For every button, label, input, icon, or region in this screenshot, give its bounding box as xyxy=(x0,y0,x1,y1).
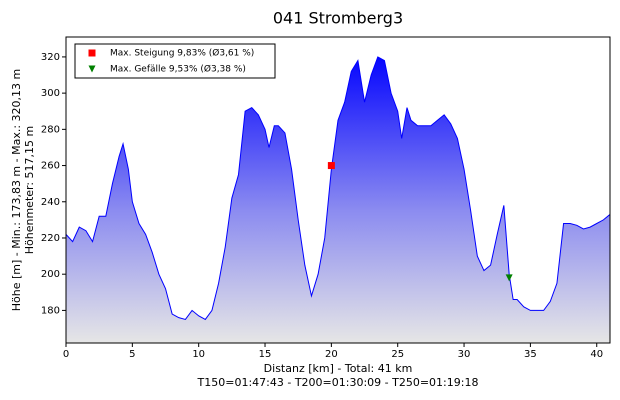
legend-symbol xyxy=(88,49,96,57)
profile-line xyxy=(65,56,611,321)
y-tick-label: 280 xyxy=(41,124,60,135)
x-tick-label: 35 xyxy=(524,349,537,360)
x-axis-sublabel: T150=01:47:43 - T200=01:30:09 - T250=01:… xyxy=(197,376,479,389)
y-tick-label: 320 xyxy=(41,52,60,63)
y-tick-label: 180 xyxy=(41,305,60,316)
legend-label: Max. Gefälle 9,53% (Ø3,38 %) xyxy=(110,64,246,75)
x-tick-label: 30 xyxy=(458,349,471,360)
area-fill xyxy=(66,56,610,344)
y-tick-label: 220 xyxy=(41,233,60,244)
x-tick-label: 5 xyxy=(129,349,135,360)
legend-label: Max. Steigung 9,83% (Ø3,61 %) xyxy=(110,48,254,59)
x-tick-label: 40 xyxy=(590,349,603,360)
y-tick-label: 300 xyxy=(41,88,60,99)
y-tick-label: 260 xyxy=(41,161,60,172)
y-tick-label: 240 xyxy=(41,197,60,208)
x-tick-label: 10 xyxy=(192,349,205,360)
x-axis-label: Distanz [km] - Total: 41 km xyxy=(264,362,413,375)
legend-box xyxy=(74,43,276,79)
marker xyxy=(505,274,513,282)
x-tick-label: 15 xyxy=(259,349,272,360)
chart-title: 041 Stromberg3 xyxy=(273,9,403,28)
marker xyxy=(327,162,335,170)
plot-frame xyxy=(65,36,611,344)
x-tick-label: 20 xyxy=(325,349,338,360)
x-tick-label: 25 xyxy=(391,349,404,360)
x-tick-label: 0 xyxy=(63,349,69,360)
y-tick-label: 200 xyxy=(41,269,60,280)
y-axis-label: Höhe [m] - Min.: 173,83 m - Max.: 320,13… xyxy=(10,69,23,312)
legend-symbol xyxy=(88,65,96,73)
y-axis-label: Höhenmeter: 517,15 m xyxy=(23,126,36,255)
